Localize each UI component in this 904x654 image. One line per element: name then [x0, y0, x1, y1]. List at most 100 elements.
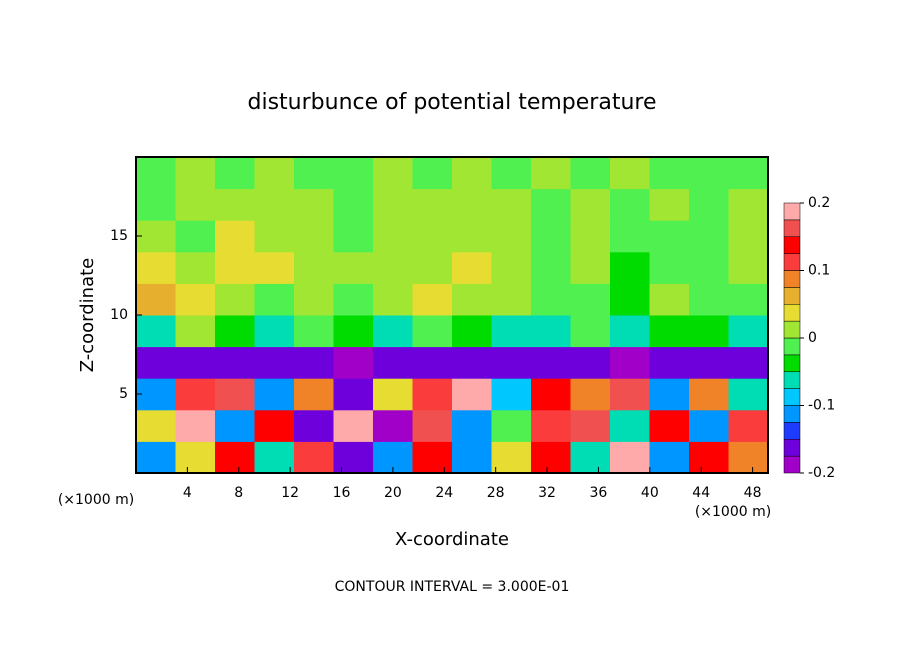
- heat-cell: [570, 315, 611, 348]
- heat-cell: [215, 283, 255, 316]
- heat-cell: [136, 157, 176, 190]
- heat-cell: [452, 409, 492, 442]
- colorbar-swatch: [783, 253, 801, 271]
- heat-cell: [491, 188, 532, 221]
- heat-cell: [570, 283, 611, 316]
- colorbar-swatch: [783, 388, 801, 406]
- heat-cell: [689, 315, 729, 348]
- heat-cell: [215, 157, 255, 190]
- heat-cell: [333, 157, 374, 190]
- heat-cell: [452, 157, 492, 190]
- heat-cell: [728, 188, 769, 221]
- heat-cell: [215, 378, 255, 411]
- heat-cell: [728, 346, 769, 379]
- heat-cell: [254, 283, 295, 316]
- colorbar-swatch: [783, 337, 801, 356]
- heat-cell: [294, 315, 334, 348]
- heat-cell: [531, 409, 571, 442]
- heat-cell: [452, 441, 492, 474]
- x-tick-label: 12: [281, 485, 299, 501]
- heat-cell: [373, 378, 413, 411]
- heat-cell: [452, 315, 492, 348]
- heat-cell: [570, 220, 611, 253]
- heat-cell: [689, 157, 729, 190]
- heat-cell: [452, 346, 492, 379]
- heat-cell: [333, 188, 374, 221]
- heat-cell: [254, 188, 295, 221]
- heat-cell: [610, 409, 650, 442]
- footer-note: CONTOUR INTERVAL = 3.000E-01: [335, 579, 570, 595]
- heat-cell: [491, 315, 532, 348]
- y-tick-label: 5: [119, 386, 128, 402]
- heat-cell: [373, 315, 413, 348]
- heat-cell: [294, 251, 334, 284]
- colorbar-swatch: [783, 439, 801, 457]
- x-tick-label: 24: [435, 485, 453, 501]
- heat-cell: [254, 251, 295, 284]
- heat-cell: [491, 251, 532, 284]
- x-tick-label: 28: [487, 485, 505, 501]
- heat-cell: [294, 409, 334, 442]
- heat-cell: [649, 188, 690, 221]
- heat-cell: [531, 315, 571, 348]
- heat-cell: [136, 188, 176, 221]
- heat-cell: [333, 409, 374, 442]
- heat-cell: [610, 157, 650, 190]
- heat-cell: [728, 251, 769, 284]
- heat-cell: [728, 441, 769, 474]
- heat-cell: [728, 315, 769, 348]
- heat-cell: [531, 441, 571, 474]
- heat-cell: [728, 157, 769, 190]
- heat-cell: [333, 283, 374, 316]
- heat-cell: [412, 220, 453, 253]
- heat-cell: [175, 251, 216, 284]
- heat-cell: [649, 409, 690, 442]
- y-tick-label: 15: [110, 228, 128, 244]
- heat-cell: [373, 220, 413, 253]
- heat-cell: [373, 409, 413, 442]
- x-unit-label: (×1000 m): [58, 492, 134, 508]
- heat-cell: [254, 409, 295, 442]
- heat-cell: [136, 220, 176, 253]
- heat-cell: [412, 441, 453, 474]
- heat-cell: [491, 220, 532, 253]
- heat-cell: [491, 409, 532, 442]
- heat-cell: [610, 188, 650, 221]
- heat-cell: [373, 157, 413, 190]
- x-tick-label: 20: [384, 485, 402, 501]
- heat-cell: [531, 157, 571, 190]
- heat-cell: [333, 251, 374, 284]
- heat-cell: [649, 220, 690, 253]
- heat-cell: [452, 188, 492, 221]
- heat-cell: [136, 346, 176, 379]
- heat-cell: [531, 220, 571, 253]
- heat-cell: [491, 157, 532, 190]
- heat-cell: [610, 220, 650, 253]
- heat-cell: [649, 315, 690, 348]
- heat-cell: [452, 378, 492, 411]
- heat-cell: [728, 378, 769, 411]
- heat-cell: [689, 251, 729, 284]
- heat-cell: [728, 283, 769, 316]
- heat-cell: [175, 315, 216, 348]
- heat-cell: [215, 346, 255, 379]
- heat-cell: [254, 441, 295, 474]
- heat-cell: [610, 251, 650, 284]
- heat-cell: [649, 157, 690, 190]
- heat-cell: [254, 315, 295, 348]
- heat-cell: [136, 315, 176, 348]
- heat-cell: [254, 378, 295, 411]
- heat-cell: [333, 346, 374, 379]
- heat-cell: [175, 157, 216, 190]
- heat-cell: [689, 346, 729, 379]
- heat-cell: [412, 157, 453, 190]
- heat-cell: [412, 188, 453, 221]
- colorbar-swatch: [783, 304, 801, 322]
- heat-cell: [689, 188, 729, 221]
- x-tick-label: 32: [538, 485, 556, 501]
- heat-cell: [412, 346, 453, 379]
- heat-cell: [649, 378, 690, 411]
- heat-cell: [531, 346, 571, 379]
- heat-cell: [610, 378, 650, 411]
- x-axis-label: X-coordinate: [395, 529, 509, 550]
